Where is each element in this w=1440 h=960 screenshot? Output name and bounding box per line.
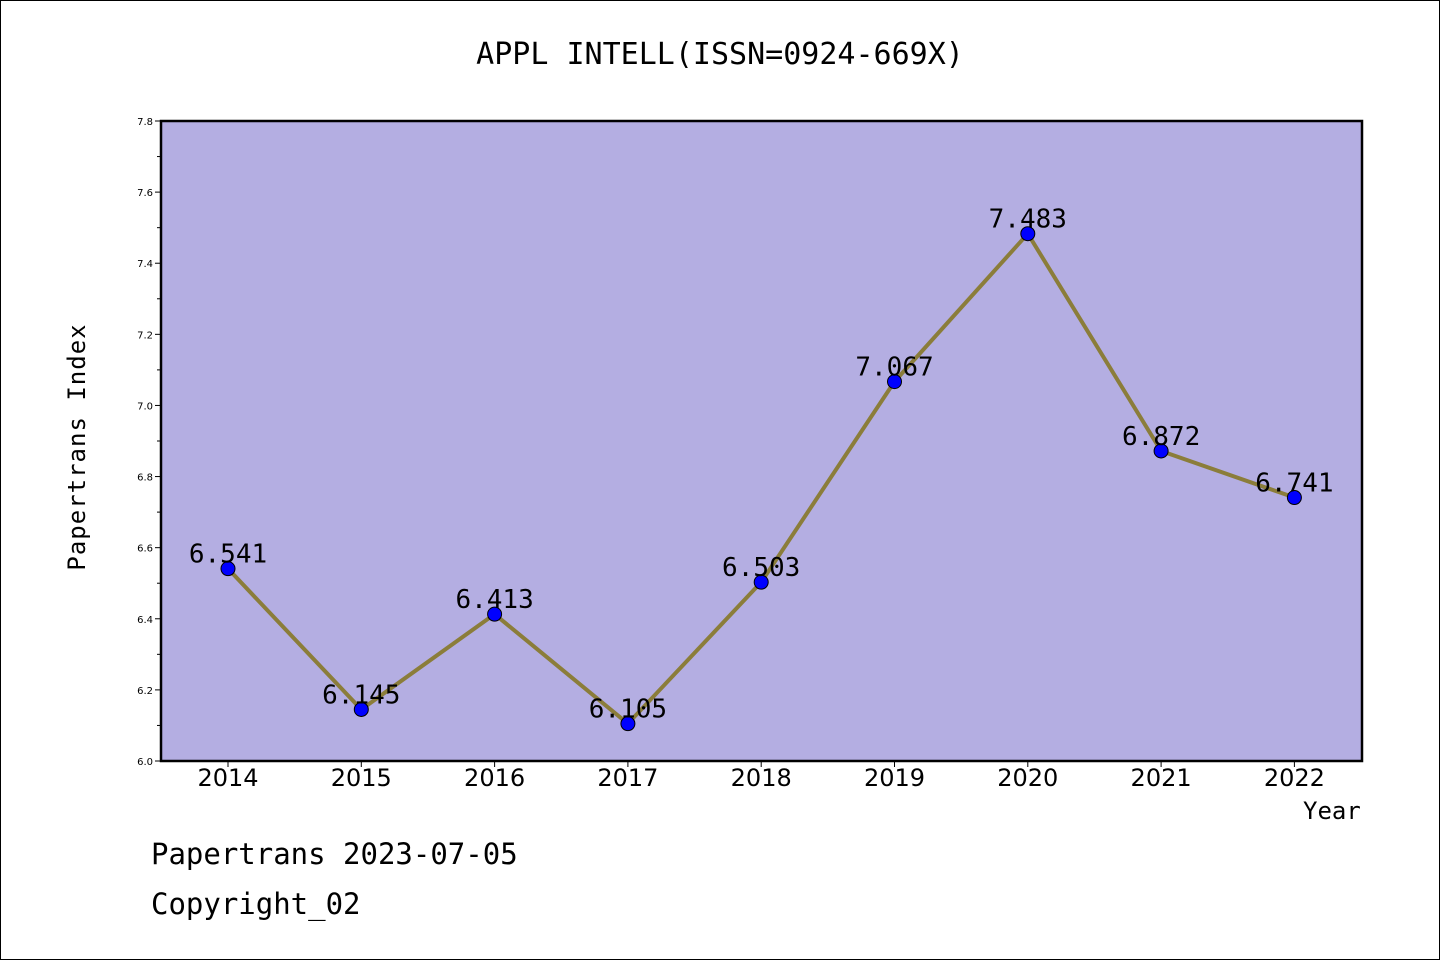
x-tick-label: 2014 (197, 764, 258, 792)
y-tick-label: 7.2 (137, 330, 153, 341)
footer-date: Papertrans 2023-07-05 (151, 837, 518, 871)
y-tick-label: 7.6 (137, 188, 153, 199)
x-axis-label: Year (1303, 797, 1361, 825)
data-point (620, 716, 636, 732)
plot-frame (159, 119, 1364, 763)
data-point (1286, 490, 1302, 506)
data-label: 6.741 (1255, 469, 1333, 499)
y-tick-label: 7.4 (137, 259, 153, 270)
data-point (1153, 443, 1169, 459)
y-tick-label: 6.2 (137, 686, 153, 697)
y-tick-label: 6.0 (137, 757, 153, 768)
data-point (353, 701, 369, 717)
data-point (753, 574, 769, 590)
data-label: 7.067 (855, 353, 933, 383)
x-tick-label: 2022 (1264, 764, 1325, 792)
y-tick-label: 6.4 (137, 615, 153, 626)
x-tick-label: 2016 (464, 764, 525, 792)
plot-area (161, 121, 1362, 761)
data-label: 6.413 (455, 585, 533, 615)
y-tick-label: 7.8 (137, 117, 153, 128)
data-point (487, 606, 503, 622)
data-label: 7.483 (989, 205, 1067, 235)
chart-title: APPL INTELL(ISSN=0924-669X) (476, 37, 964, 72)
y-tick-label: 7.0 (137, 401, 153, 412)
data-label: 6.145 (322, 680, 400, 710)
x-tick-label: 2017 (597, 764, 658, 792)
data-label: 6.105 (589, 695, 667, 725)
y-tick-label: 6.6 (137, 544, 153, 555)
data-point (1020, 226, 1036, 242)
x-tick-label: 2021 (1131, 764, 1192, 792)
data-point (887, 374, 902, 390)
y-tick-label: 6.8 (137, 473, 153, 484)
footer-copyright: Copyright_02 (151, 887, 361, 921)
x-tick-label: 2018 (731, 764, 792, 792)
data-label: 6.503 (722, 553, 800, 583)
data-label: 6.872 (1122, 422, 1200, 452)
x-tick-label: 2019 (864, 764, 925, 792)
y-axis-label: Papertrans Index (63, 323, 91, 571)
data-point (220, 561, 236, 577)
x-tick-label: 2020 (997, 764, 1058, 792)
x-tick-label: 2015 (331, 764, 392, 792)
data-label: 6.541 (189, 540, 267, 570)
